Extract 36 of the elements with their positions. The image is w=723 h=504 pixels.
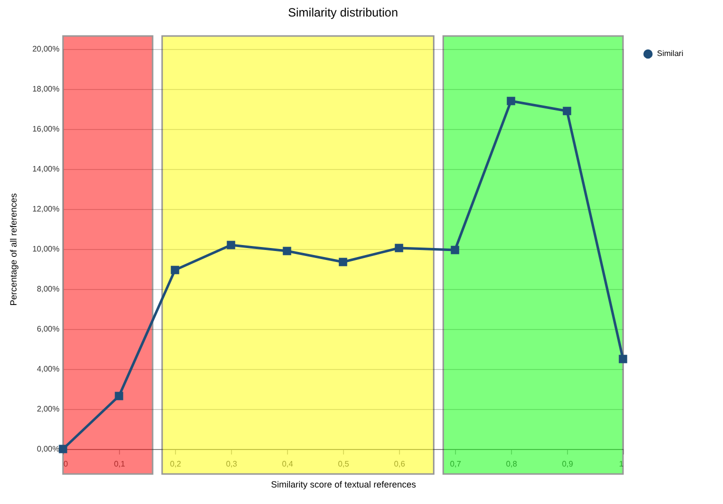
point — [618, 354, 628, 364]
point — [450, 246, 460, 254]
point — [226, 240, 236, 250]
point — [170, 266, 180, 274]
x-tick-label: 0,1 — [114, 460, 126, 468]
y-tick-label: 10,00% — [32, 244, 60, 254]
y-axis-title: Percentage of all references — [8, 192, 18, 306]
y-tick-label: 20,00% — [32, 44, 60, 54]
x-tick-label: 0,3 — [226, 460, 238, 468]
x-tick-label: 0,2 — [170, 460, 182, 468]
y-tick-label: 8,00% — [36, 284, 60, 294]
chart-title: Similarity distribution — [288, 5, 398, 20]
x-tick-label: 0,5 — [338, 460, 350, 468]
point — [114, 392, 124, 400]
x-tick-label: 0,6 — [394, 460, 406, 468]
y-tick-label: 18,00% — [32, 84, 60, 94]
point — [282, 246, 292, 256]
x-tick-label: 0,7 — [450, 460, 462, 468]
y-tick-label: 12,00% — [32, 204, 60, 214]
x-tick-label: 0,9 — [562, 460, 574, 468]
y-tick-label: 14,00% — [32, 164, 60, 174]
point — [506, 96, 516, 106]
x-tick-label: 0,4 — [282, 460, 294, 468]
point — [58, 444, 68, 454]
y-tick-label: 2,00% — [36, 404, 60, 414]
point — [562, 106, 572, 116]
y-tick-label: 16,00% — [32, 124, 60, 134]
point — [338, 258, 348, 266]
point — [394, 244, 404, 252]
x-axis-title: Similarity score of textual references — [270, 480, 417, 490]
y-tick-label: 6,00% — [36, 324, 60, 334]
x-tick-label: 0,8 — [506, 460, 518, 468]
legend-label: Similari — [657, 49, 684, 58]
y-tick-label: 0,00% — [36, 444, 60, 454]
y-tick-label: 4,00% — [36, 364, 60, 374]
x-tick-label: 0 — [64, 460, 68, 468]
